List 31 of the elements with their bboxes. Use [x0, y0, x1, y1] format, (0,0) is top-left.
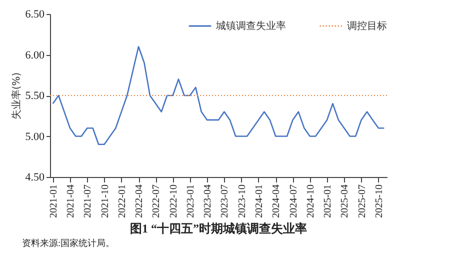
- line-series: [52, 46, 385, 146]
- x-tick-label: 2022-01: [116, 184, 128, 218]
- x-tick-label: 2021-10: [100, 184, 111, 218]
- x-tick-label: 2024-10: [305, 184, 316, 218]
- text: 图1 “十四五”时期城镇调查失业率: [130, 221, 307, 236]
- x-tick-label: 2023-07: [220, 184, 231, 218]
- y-tick-label: 4.50: [25, 172, 45, 184]
- x-tick-label: 2025-07: [356, 184, 368, 218]
- y-tick-label: 6.00: [25, 49, 45, 62]
- y-axis-title: 失业率(%): [10, 72, 22, 120]
- y-tick-label: 5.50: [25, 90, 45, 102]
- x-tick-label: 2021-04: [65, 184, 76, 218]
- legend-label: 调控目标: [347, 20, 387, 32]
- x-tick-label: 2021-07: [82, 184, 94, 218]
- legend-label: 城镇调查失业率: [215, 20, 286, 32]
- y-tick-label: 5.00: [25, 130, 45, 143]
- x-tick-label: 2024-04: [271, 184, 282, 218]
- x-tick-label: 2025-04: [340, 184, 351, 218]
- x-tick-label: 2022-04: [134, 184, 146, 218]
- x-tick-label: 2021-01: [48, 184, 60, 218]
- x-tick-label: 2022-10: [168, 184, 180, 218]
- y-tick-label: 6.50: [25, 8, 45, 20]
- x-tick-label: 2023-04: [202, 184, 214, 218]
- text: 资料来源:国家统计局。: [22, 237, 116, 250]
- x-tick-label: 2023-10: [236, 184, 248, 218]
- x-tick-label: 2025-01: [322, 184, 334, 218]
- x-tick-label: 2025-10: [374, 184, 385, 218]
- x-tick-label: 2023-01: [185, 184, 196, 218]
- x-tick-label: 2024-01: [254, 184, 265, 218]
- x-tick-label: 2022-07: [151, 184, 162, 218]
- x-tick-label: 2024-07: [288, 184, 300, 218]
